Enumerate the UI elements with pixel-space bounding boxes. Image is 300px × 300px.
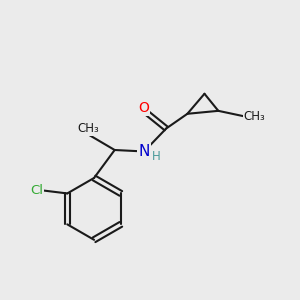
Text: CH₃: CH₃ (244, 110, 266, 123)
Text: Cl: Cl (30, 184, 43, 197)
Text: N: N (138, 144, 150, 159)
Text: O: O (138, 101, 149, 115)
Text: CH₃: CH₃ (77, 122, 99, 135)
Text: H: H (152, 150, 161, 163)
